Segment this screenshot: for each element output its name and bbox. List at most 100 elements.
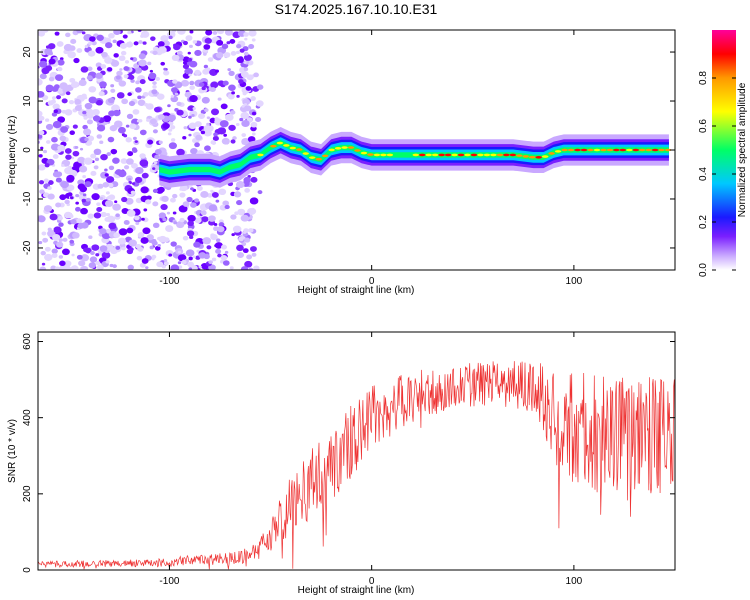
spectrogram-noise-cell: [244, 37, 248, 41]
spectrogram-noise-cell: [57, 216, 63, 221]
spectrogram-noise-cell: [47, 193, 55, 200]
spectrogram-noise-cell: [119, 68, 123, 71]
spectrogram-noise-cell: [210, 87, 216, 92]
spectrogram-noise-cell: [86, 119, 93, 125]
spectrogram-ridge-peak: [321, 154, 329, 158]
spectrogram-noise-cell: [101, 87, 105, 91]
spectrogram-noise-cell: [212, 31, 218, 35]
spectrogram-noise-cell: [84, 137, 89, 142]
spectrogram-noise-cell: [55, 202, 62, 208]
spectrogram-noise-cell: [187, 57, 193, 62]
spectrogram-noise-cell: [55, 171, 63, 177]
spectrogram-noise-cell: [163, 67, 167, 71]
spectrogram-noise-cell: [188, 115, 192, 119]
spectrogram-noise-cell: [95, 99, 103, 106]
spectrogram-noise-cell: [184, 91, 192, 98]
spectrogram-noise-cell: [58, 238, 63, 242]
spectrogram-noise-cell: [54, 266, 61, 270]
spectrogram-noise-cell: [192, 107, 196, 110]
spectrogram-noise-cell: [127, 264, 134, 270]
spectrogram-ridge-peak: [257, 153, 264, 157]
spectrogram-noise-cell: [99, 140, 104, 144]
spectrogram-noise-cell: [99, 81, 107, 88]
spectrogram-noise-cell: [40, 146, 44, 150]
spectrogram-noise-cell: [245, 86, 252, 91]
spectrogram-noise-cell: [208, 215, 216, 222]
spectrogram-noise-cell: [142, 227, 151, 235]
spectrogram-x-tick-label: 100: [566, 276, 583, 287]
spectrogram-noise-cell: [138, 59, 147, 67]
spectrogram-noise-cell: [71, 81, 79, 88]
spectrogram-noise-cell: [213, 132, 218, 137]
spectrogram-noise-cell: [99, 228, 107, 235]
spectrogram-noise-cell: [157, 50, 162, 55]
spectrogram-noise-cell: [40, 250, 46, 256]
spectrogram-noise-cell: [203, 44, 211, 50]
spectrogram-noise-cell: [241, 133, 247, 138]
spectrogram-noise-cell: [91, 193, 100, 201]
spectrogram-noise-cell: [247, 136, 256, 143]
spectrogram-noise-cell: [185, 71, 190, 75]
spectrogram-noise-cell: [82, 124, 88, 130]
spectrogram-noise-cell: [80, 254, 90, 262]
spectrogram-noise-cell: [189, 30, 194, 34]
spectrogram-noise-cell: [152, 81, 157, 85]
spectrogram-noise-cell: [58, 222, 64, 227]
spectrogram-noise-cell: [230, 214, 237, 220]
spectrogram-noise-cell: [149, 50, 154, 54]
spectrogram-noise-cell: [91, 40, 97, 46]
spectrogram-noise-cell: [112, 39, 117, 44]
spectrogram-noise-cell: [71, 253, 75, 257]
spectrogram-noise-cell: [134, 140, 138, 143]
spectrogram-noise-cell: [74, 98, 82, 105]
spectrogram-noise-cell: [170, 264, 180, 270]
spectrogram-noise-cell: [203, 64, 209, 69]
spectrogram-noise-cell: [248, 44, 255, 50]
spectrogram-noise-cell: [89, 36, 96, 42]
spectrogram-noise-cell: [68, 99, 75, 105]
spectrogram-noise-cell: [110, 148, 118, 155]
spectrogram-noise-cell: [177, 254, 187, 262]
spectrogram-noise-cell: [168, 253, 173, 257]
spectrogram-noise-cell: [241, 137, 250, 146]
spectrogram-noise-cell: [49, 213, 58, 221]
spectrogram-noise-cell: [188, 44, 193, 48]
spectrogram-noise-cell: [246, 254, 253, 260]
spectrogram-noise-cell: [89, 256, 98, 263]
spectrogram-noise-cell: [214, 69, 219, 73]
colorbar-ticks: 0.0 0.2 0.4 0.6 0.8: [698, 71, 736, 277]
spectrogram-noise-cell: [127, 92, 132, 97]
spectrogram-noise-cell: [95, 253, 100, 257]
spectrogram-noise-cell: [99, 245, 108, 252]
spectrogram-noise-cell: [147, 61, 152, 66]
spectrogram-noise-cell: [206, 116, 211, 120]
spectrogram-noise-cell: [83, 116, 88, 120]
spectrogram-noise-cell: [107, 136, 115, 143]
spectrogram-noise-cell: [38, 60, 48, 68]
spectrogram-x-tick-label: -100: [159, 276, 179, 287]
spectrogram-noise-cell: [96, 34, 104, 41]
spectrogram-noise-cell: [217, 253, 222, 258]
spectrogram-ridge-peak: [626, 148, 633, 152]
spectrogram-noise-cell: [162, 122, 170, 129]
spectrogram-noise-cell: [69, 196, 74, 200]
spectrogram-ridge-peak: [619, 148, 627, 152]
spectrogram-noise-cell: [64, 109, 73, 116]
spectrogram-noise-cell: [163, 258, 168, 263]
spectrogram-noise-cell: [194, 142, 200, 148]
spectrogram-ridge-peak: [567, 148, 575, 152]
spectrogram-noise-cell: [50, 143, 60, 151]
spectrogram-noise-cell: [128, 100, 136, 107]
spectrogram-noise-cell: [38, 180, 45, 185]
spectrogram-noise-cell: [223, 52, 231, 58]
spectrogram-noise-cell: [215, 52, 224, 59]
spectrogram-noise-cell: [236, 94, 240, 98]
spectrogram-noise-cell: [179, 188, 183, 191]
spectrogram-noise-cell: [137, 246, 144, 252]
spectrogram-noise-cell: [162, 217, 167, 222]
spectrogram-noise-cell: [47, 100, 54, 106]
spectrogram-noise-cell: [192, 40, 198, 44]
spectrogram-noise-cell: [154, 148, 162, 155]
spectrogram-noise-cell: [38, 164, 46, 171]
spectrogram-noise-cell: [65, 32, 71, 38]
